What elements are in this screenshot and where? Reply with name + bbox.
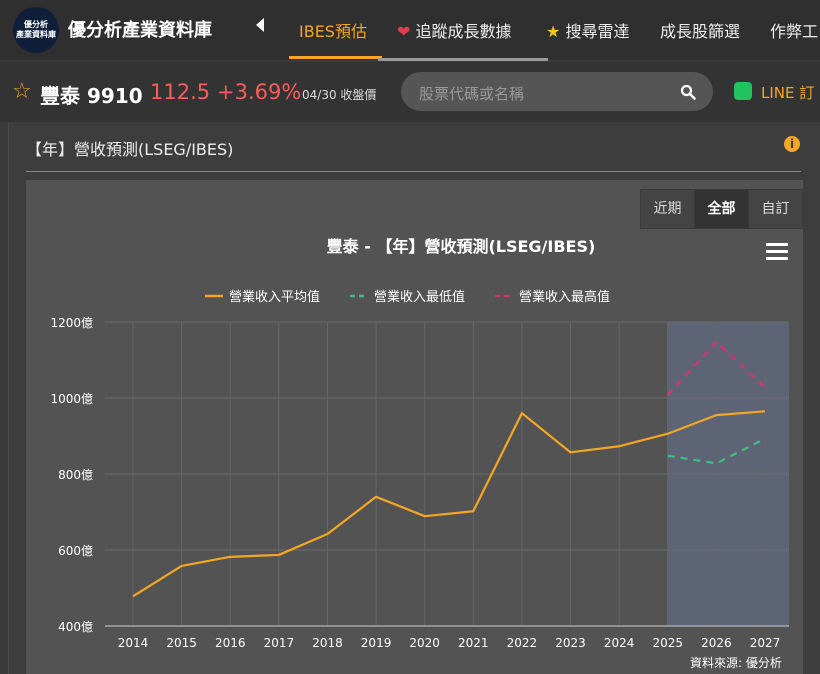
search-placeholder: 股票代碼或名稱: [419, 85, 525, 103]
y-tick-label: 400億: [58, 620, 93, 634]
line-subscribe-link[interactable]: LINE 訂: [761, 84, 815, 102]
series-line-1: [132, 410, 766, 598]
x-tick-label: 2027: [750, 636, 781, 650]
y-tick-label: 1000億: [50, 392, 93, 406]
range-all-button[interactable]: 全部: [695, 190, 749, 228]
x-tick-label: 2022: [507, 636, 538, 650]
revenue-forecast-chart: 豐泰 - 【年】營收預測(LSEG/IBES) 營業收入平均值 營業收入最低值 營業收…: [50, 237, 789, 650]
y-tick-label: 800億: [58, 468, 93, 482]
chart-menu-icon[interactable]: [763, 240, 791, 264]
range-custom-button[interactable]: 自訂: [749, 190, 802, 228]
legend-label-3: 營業收入最高值: [519, 289, 610, 305]
info-icon[interactable]: i: [784, 136, 800, 152]
stock-price: 112.5: [150, 80, 211, 104]
nav-active-underline: [289, 56, 382, 59]
x-tick-label: 2023: [555, 636, 586, 650]
stock-search-input[interactable]: 股票代碼或名稱: [401, 72, 713, 111]
site-brand[interactable]: 優分析產業資料庫: [68, 20, 212, 41]
nav-scrollbar[interactable]: [378, 58, 548, 61]
x-tick-label: 2019: [361, 636, 392, 650]
heart-icon: ❤: [397, 22, 411, 41]
x-tick-label: 2016: [215, 636, 246, 650]
legend-label-1: 營業收入平均值: [229, 289, 320, 305]
x-tick-label: 2024: [604, 636, 635, 650]
stock-name: 豐泰 9910: [40, 84, 143, 108]
nav-item-ibes[interactable]: IBES預估: [299, 22, 367, 41]
source-credit: 資料來源: 優分析: [690, 656, 782, 670]
x-tick-label: 2026: [701, 636, 732, 650]
x-tick-label: 2021: [458, 636, 489, 650]
legend-label-2: 營業收入最低值: [374, 289, 465, 305]
nav-item-cheat[interactable]: 作弊工: [770, 22, 819, 41]
x-tick-label: 2020: [409, 636, 440, 650]
nav-item-search-radar[interactable]: ★ 搜尋雷達: [546, 18, 629, 42]
x-tick-label: 2014: [118, 636, 149, 650]
range-selector: 近期 全部 自訂: [640, 189, 803, 229]
y-tick-label: 600億: [58, 544, 93, 558]
x-tick-label: 2018: [312, 636, 343, 650]
top-navbar: [0, 0, 820, 60]
nav-item-growth-screener[interactable]: 成長股篩選: [660, 22, 741, 41]
star-icon: ★: [546, 22, 561, 41]
site-logo[interactable]: 優分析 產業資料庫: [13, 7, 59, 53]
series-line-2: [667, 437, 766, 465]
search-icon[interactable]: [680, 84, 696, 100]
section-divider: [26, 171, 801, 172]
stock-date-label: 04/30 收盤價: [302, 88, 377, 102]
nav-item-growth-tracking[interactable]: ❤ 追蹤成長數據: [397, 18, 512, 42]
nav-scroll-left-icon[interactable]: [256, 18, 264, 32]
chart-title: 豐泰 - 【年】營收預測(LSEG/IBES): [327, 237, 596, 256]
nav-item-search-radar-label: 搜尋雷達: [565, 22, 630, 41]
logo-line2: 產業資料庫: [16, 30, 56, 39]
section-title: 【年】營收預測(LSEG/IBES): [26, 140, 234, 159]
logo-line1: 優分析: [24, 20, 48, 29]
nav-item-growth-tracking-label: 追蹤成長數據: [415, 22, 512, 41]
x-tick-label: 2017: [264, 636, 295, 650]
favorite-star-icon[interactable]: ☆: [12, 79, 32, 104]
y-tick-label: 1200億: [50, 316, 93, 330]
line-app-icon[interactable]: [734, 82, 752, 100]
stock-change: +3.69%: [217, 80, 302, 104]
x-tick-label: 2015: [166, 636, 197, 650]
x-tick-label: 2025: [652, 636, 683, 650]
range-recent-button[interactable]: 近期: [641, 190, 695, 228]
